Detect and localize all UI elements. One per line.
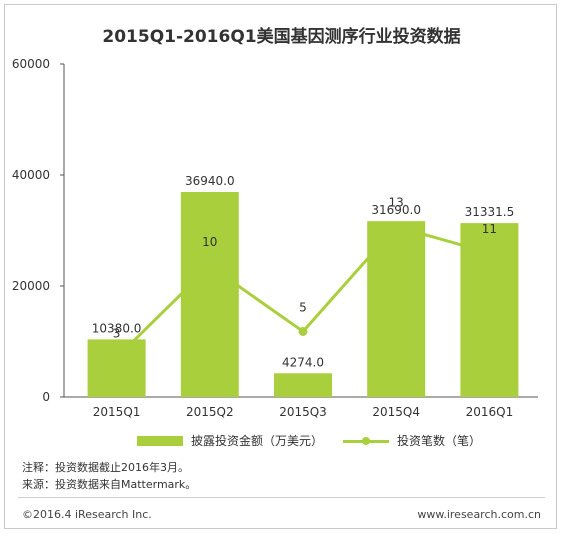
bar-data-label: 10380.0 xyxy=(92,321,142,335)
bar-data-label: 31331.5 xyxy=(465,205,515,219)
line-point xyxy=(205,261,215,271)
legend-item-line: 投资笔数（笔） xyxy=(343,432,481,449)
footer-copyright: ©2016.4 iResearch Inc. xyxy=(22,508,152,521)
x-tick-label: 2015Q2 xyxy=(186,405,234,419)
bar-data-label: 4274.0 xyxy=(282,355,324,369)
chart-notes: 注释：投资数据截止2016年3月。 来源：投资数据来自Mattermark。 xyxy=(22,459,196,493)
x-tick-label: 2015Q1 xyxy=(93,405,141,419)
bar xyxy=(180,191,239,397)
chart-title: 2015Q1-2016Q1美国基因测序行业投资数据 xyxy=(102,27,461,47)
line-data-label: 10 xyxy=(202,235,217,249)
line-point xyxy=(298,326,308,336)
legend-bar-label: 披露投资金额（万美元） xyxy=(191,434,324,448)
note-line-2: 来源：投资数据来自Mattermark。 xyxy=(22,478,197,491)
y-tick-label: 0 xyxy=(42,390,50,404)
x-tick-label: 2015Q3 xyxy=(279,405,327,419)
footer-website: www.iresearch.com.cn xyxy=(417,508,541,521)
x-tick-label: 2015Q4 xyxy=(372,405,420,419)
footer-divider xyxy=(18,497,545,498)
legend-bar-swatch xyxy=(137,435,183,446)
bar xyxy=(274,373,332,397)
y-tick-label: 60000 xyxy=(12,57,50,71)
note-line-1: 注释：投资数据截止2016年3月。 xyxy=(22,461,189,474)
line-point xyxy=(484,248,494,258)
line-data-label: 13 xyxy=(389,196,404,210)
legend-line-label: 投资笔数（笔） xyxy=(397,434,482,448)
bar-data-label: 36940.0 xyxy=(185,174,235,188)
line-point xyxy=(112,353,122,363)
line-data-label: 11 xyxy=(482,222,497,236)
bar xyxy=(87,339,146,397)
line-series xyxy=(115,225,490,359)
bar-data-label: 31690.0 xyxy=(371,203,421,217)
line-point xyxy=(391,222,401,232)
legend-item-bar: 披露投资金额（万美元） xyxy=(137,432,323,449)
line-data-label: 5 xyxy=(299,300,307,314)
x-tick-label: 2016Q1 xyxy=(466,405,514,419)
y-tick-label: 40000 xyxy=(12,168,50,182)
y-tick-label: 20000 xyxy=(12,279,50,293)
legend-line-swatch xyxy=(343,436,389,446)
line-data-label: 3 xyxy=(113,327,121,341)
